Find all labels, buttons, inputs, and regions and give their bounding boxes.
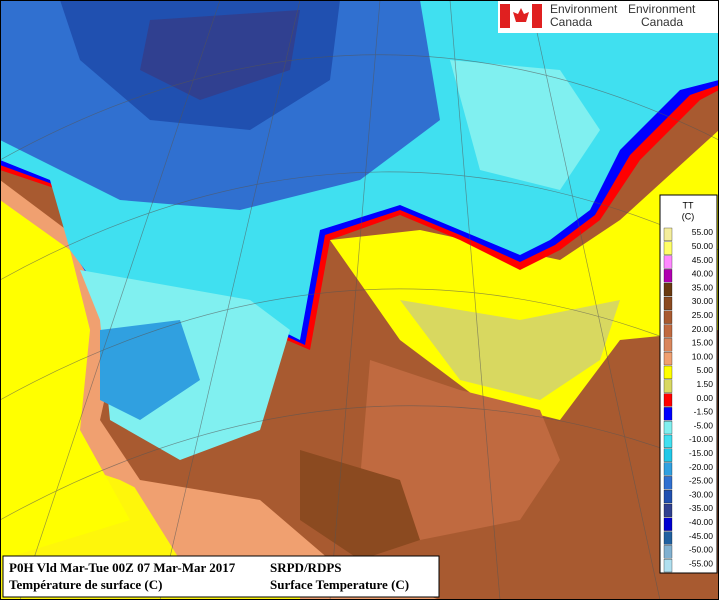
legend-label: -10.00 [689, 434, 713, 444]
legend-swatch [663, 296, 673, 310]
caption-right-2: Surface Temperature (C) [270, 577, 409, 592]
legend-label: 45.00 [692, 255, 714, 265]
legend-swatch [663, 324, 673, 338]
legend-label: -5.00 [694, 420, 714, 430]
legend-swatch [663, 227, 673, 241]
legend-swatch [663, 241, 673, 255]
legend-swatch [663, 421, 673, 435]
legend-label: 40.00 [692, 269, 714, 279]
legend-swatch [663, 448, 673, 462]
legend-swatch [663, 269, 673, 283]
legend-swatch [663, 476, 673, 490]
legend-label: -25.00 [689, 476, 713, 486]
legend-label: -20.00 [689, 462, 713, 472]
agency-en-1: Environment [550, 2, 618, 16]
legend-swatch [663, 407, 673, 421]
legend-swatch [663, 490, 673, 504]
caption-left-2: Température de surface (C) [9, 577, 162, 592]
legend-swatch [663, 545, 673, 559]
legend-swatch [663, 338, 673, 352]
legend-swatch [663, 365, 673, 379]
legend: TT (C) 55.00 50.00 45.00 40.00 35.00 30.00 25.… [659, 194, 718, 574]
legend-title: TT [683, 200, 694, 210]
legend-label: 35.00 [692, 282, 714, 292]
legend-label: 50.00 [692, 241, 714, 251]
legend-label: 20.00 [692, 324, 714, 334]
legend-label: 25.00 [692, 310, 714, 320]
legend-label: 1.50 [696, 379, 713, 389]
legend-label: -1.50 [694, 407, 714, 417]
legend-label: 10.00 [692, 351, 714, 361]
legend-label: -50.00 [689, 545, 713, 555]
agency-fr-2: Canada [641, 15, 683, 29]
legend-label: 0.00 [696, 393, 713, 403]
legend-label: -35.00 [689, 503, 713, 513]
legend-unit: (C) [682, 211, 695, 221]
legend-swatch [663, 310, 673, 324]
legend-label: -55.00 [689, 558, 713, 568]
legend-swatch [663, 531, 673, 545]
legend-swatch [663, 393, 673, 407]
legend-swatch [663, 517, 673, 531]
caption-right-1: SRPD/RDPS [270, 560, 342, 575]
legend-label: -15.00 [689, 448, 713, 458]
legend-label: 15.00 [692, 338, 714, 348]
legend-label: -30.00 [689, 489, 713, 499]
legend-label: 5.00 [696, 365, 713, 375]
agency-en-2: Canada [550, 15, 592, 29]
legend-swatch [663, 434, 673, 448]
legend-swatch [663, 379, 673, 393]
legend-swatch [663, 462, 673, 476]
legend-swatch [663, 352, 673, 366]
legend-label: 55.00 [692, 227, 714, 237]
legend-swatch [663, 283, 673, 297]
legend-label: -40.00 [689, 517, 713, 527]
caption-left-1: P0H Vld Mar-Tue 00Z 07 Mar-Mar 2017 [9, 560, 236, 575]
legend-label: -45.00 [689, 531, 713, 541]
legend-swatch [663, 255, 673, 269]
agency-fr-1: Environment [628, 2, 696, 16]
legend-swatch [663, 559, 673, 573]
legend-swatch [663, 503, 673, 517]
legend-label: 30.00 [692, 296, 714, 306]
